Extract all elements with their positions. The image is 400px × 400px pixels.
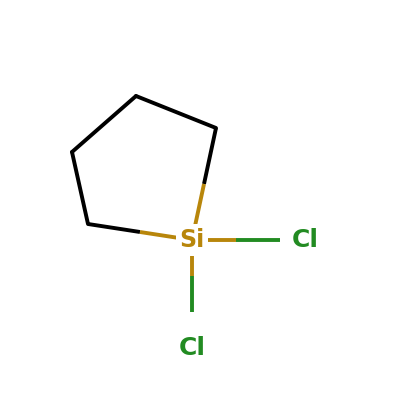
Text: Cl: Cl	[292, 228, 319, 252]
Text: Si: Si	[179, 228, 205, 252]
Text: Cl: Cl	[178, 336, 206, 360]
